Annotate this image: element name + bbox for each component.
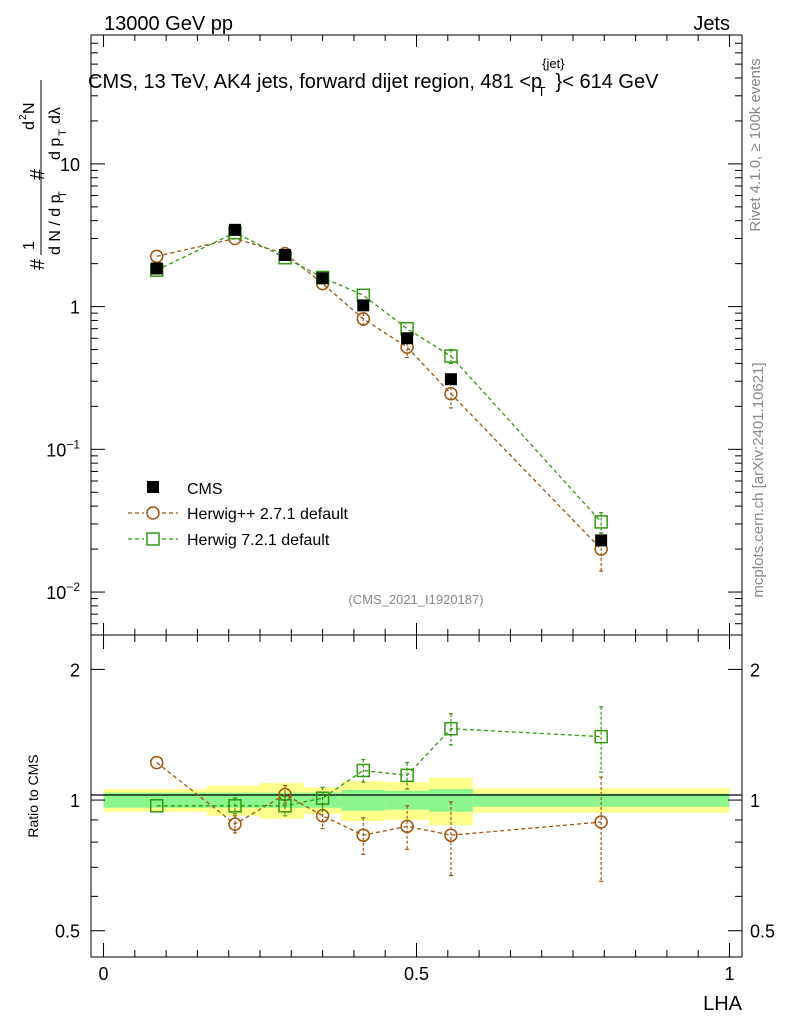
legend-marker-herwig7 <box>146 532 160 546</box>
cms-marker <box>357 299 370 312</box>
main-y-axis-label-text: # <box>27 258 49 270</box>
ratio-herwig-7-2-1-default-marker <box>444 721 458 736</box>
y-label-numerator-1: 1 <box>21 241 38 250</box>
main-series <box>149 223 608 572</box>
plot-title-sub: T <box>538 84 546 99</box>
plot-title-sup: {jet} <box>542 56 565 71</box>
ratio-herwig-7-2-1-default-marker <box>228 799 242 813</box>
x-tick-label: 0.5 <box>404 964 429 984</box>
main-panel: 10 1 10−1 10−2 (CMS_2021_I1920187) CMS, 13 … <box>18 34 743 636</box>
ratio-herwig-7-2-1-default-marker <box>356 763 371 778</box>
ratio-y-tick-label-right: 0.5 <box>750 922 775 942</box>
ratio-y-tick-label: 1 <box>70 791 80 811</box>
ratio-y-tick-label: 0.5 <box>55 922 80 942</box>
ratio-herwig-7-2-1-default-marker <box>594 729 608 744</box>
ratio-herwig-7-2-1-default-marker <box>315 791 330 805</box>
cms-marker <box>316 272 329 285</box>
plot-title: CMS, 13 TeV, AK4 jets, forward dijet reg… <box>88 56 659 99</box>
header-left: 13000 GeV pp <box>104 13 233 35</box>
legend-marker-herwigpp <box>146 506 160 520</box>
ratio-y-tick-labels: 2 2 1 1 0.5 0.5 <box>55 660 775 941</box>
ratio-herwig-7-2-1-default-marker <box>278 799 292 813</box>
legend: CMS Herwig++ 2.7.1 default Herwig 7.2.1 … <box>128 481 349 549</box>
ratio-band-green <box>341 789 386 811</box>
cms-marker <box>595 534 608 547</box>
legend-marker-cms <box>147 481 159 493</box>
y-label-hash-2: # <box>27 168 49 180</box>
y-label-numerator-N: N <box>21 102 38 114</box>
y-label-sub-1: T <box>57 191 69 198</box>
ratio-band-green <box>472 793 730 807</box>
plot-title-part2: }< 614 GeV <box>556 71 660 93</box>
ratio-y-tick-label: 2 <box>70 660 80 680</box>
ratio-herwig-2-7-1-default-marker <box>444 828 458 842</box>
herwig-2-7-1-default-marker <box>444 387 458 401</box>
plot-title-part1: CMS, 13 TeV, AK4 jets, forward dijet reg… <box>88 71 542 93</box>
main-y-tick-label: 10 <box>60 155 80 175</box>
main-ticks <box>91 34 742 636</box>
rivet-version-label: Rivet 4.1.0, ≥ 100k events <box>747 58 764 231</box>
y-label-denominator-1: d N / d p <box>47 194 64 255</box>
header-right: Jets <box>693 13 730 35</box>
main-y-axis-label: # 1 d N / d p T # d 2 N d p T dλ <box>18 80 69 270</box>
ratio-herwig-2-7-1-default-marker <box>356 828 371 842</box>
x-tick-label: 1 <box>724 964 734 984</box>
legend-label-herwig7: Herwig 7.2.1 default <box>187 532 330 549</box>
herwig-2-7-1-default-marker <box>149 249 164 264</box>
main-y-tick-label: 10−2 <box>46 580 80 603</box>
mcplots-source-label: mcplots.cern.ch [arXiv:2401.10621] <box>750 362 767 597</box>
ratio-herwig-2-7-1-default-marker <box>149 755 164 770</box>
herwig-7-2-1-default-marker <box>444 349 458 363</box>
main-y-tick-labels: 10 1 10−1 10−2 <box>46 155 80 603</box>
herwig-7-2-1-default-marker <box>594 515 608 529</box>
legend-label-cms: CMS <box>187 481 223 498</box>
x-tick-labels: 0 0.5 1 <box>99 964 735 984</box>
cms-marker <box>228 223 241 236</box>
herwig-2-7-1-default-marker <box>356 312 371 326</box>
cms-marker <box>279 248 292 261</box>
y-label-denominator-2: d p <box>47 138 64 160</box>
ratio-herwig-2-7-1-default-marker <box>228 817 242 831</box>
ratio-herwig-7-2-1-default-line <box>156 728 602 807</box>
ratio-ticks <box>91 635 742 957</box>
main-y-tick-label: 10−1 <box>46 437 80 460</box>
y-label-numerator-2: d <box>21 121 38 130</box>
herwig-2-7-1-default-line <box>156 237 602 550</box>
ratio-bands <box>103 777 730 826</box>
main-y-tick-label: 1 <box>70 298 80 318</box>
ratio-herwig-7-2-1-default-marker <box>400 768 414 783</box>
ratio-series <box>149 706 608 882</box>
ratio-panel: 2 21 10.5 0.5 Ratio to CMS 0 0.5 1 LHA <box>25 634 775 1015</box>
y-label-sup-2: 2 <box>18 114 29 120</box>
cms-marker <box>444 373 457 386</box>
x-tick-label: 0 <box>99 964 109 984</box>
analysis-watermark: (CMS_2021_I1920187) <box>348 592 483 607</box>
herwig-7-2-1-default-line <box>156 231 602 523</box>
ratio-herwig-7-2-1-default-marker <box>149 799 164 813</box>
cms-marker <box>150 262 163 275</box>
y-label-dlambda: dλ <box>47 107 64 124</box>
ratio-y-tick-label-right: 1 <box>750 791 760 811</box>
ratio-herwig-2-7-1-default-marker <box>594 815 608 829</box>
ratio-herwig-2-7-1-default-marker <box>400 819 414 834</box>
y-label-sub-2: T <box>57 129 69 136</box>
ratio-y-tick-label-right: 2 <box>750 660 760 680</box>
cms-marker <box>401 332 414 345</box>
legend-label-herwigpp: Herwig++ 2.7.1 default <box>187 506 349 523</box>
x-axis-label: LHA <box>703 993 743 1015</box>
ratio-y-axis-label: Ratio to CMS <box>25 754 41 837</box>
